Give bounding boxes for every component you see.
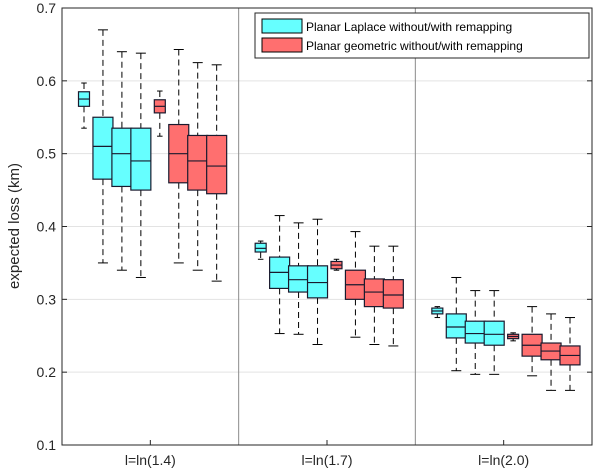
box xyxy=(206,134,228,195)
box xyxy=(92,116,114,180)
x-tick-label: l=ln(1.4) xyxy=(125,452,176,468)
box xyxy=(187,134,209,191)
y-tick-label: 0.7 xyxy=(37,0,57,16)
y-tick-label: 0.4 xyxy=(37,219,57,235)
box xyxy=(130,127,152,191)
box xyxy=(111,127,133,188)
box xyxy=(287,265,310,293)
box xyxy=(363,278,385,308)
box xyxy=(254,242,267,253)
legend: Planar Laplace without/with remapping Pl… xyxy=(254,12,590,59)
y-tick-label: 0.3 xyxy=(37,291,57,307)
legend-box xyxy=(254,12,590,59)
box xyxy=(445,313,467,339)
legend-swatch-laplace xyxy=(261,18,303,34)
legend-swatch-geometric xyxy=(261,37,303,53)
x-tick-label: l=ln(1.7) xyxy=(302,452,353,468)
box xyxy=(382,279,404,309)
legend-label-geometric: Planar geometric without/with remapping xyxy=(306,39,523,53)
x-tick-label: l=ln(2.0) xyxy=(478,452,529,468)
box xyxy=(464,320,486,344)
axes: 0.1 0.2 0.3 0.4 0.5 0.6 0.7 l=ln(1.4) l=ln(1.7) l… xyxy=(37,0,593,468)
box-series xyxy=(77,29,581,391)
y-axis-label: expected loss (km) xyxy=(6,163,23,289)
y-tick-label: 0.2 xyxy=(37,364,57,380)
legend-label-laplace: Planar Laplace without/with remapping xyxy=(306,20,512,34)
box xyxy=(483,320,505,346)
y-tick-label: 0.1 xyxy=(37,437,57,453)
y-tick-label: 0.5 xyxy=(37,146,57,162)
box xyxy=(306,265,329,299)
y-tick-label: 0.6 xyxy=(37,73,57,89)
